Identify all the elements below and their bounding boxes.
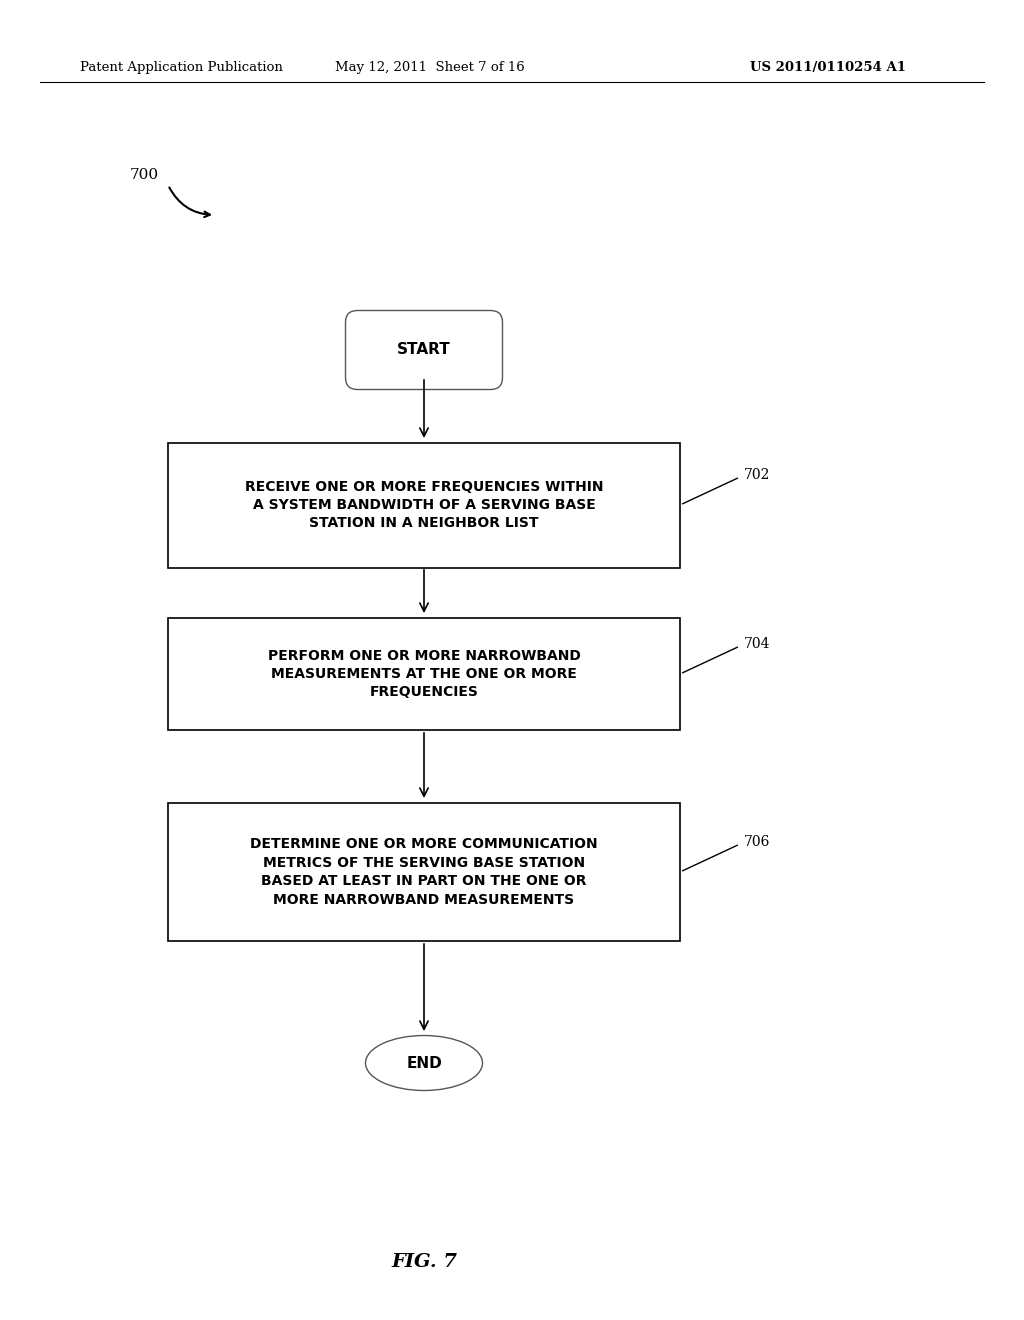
Text: 700: 700: [130, 168, 159, 182]
FancyBboxPatch shape: [168, 618, 680, 730]
Text: START: START: [397, 342, 451, 358]
Text: END: END: [407, 1056, 442, 1071]
Text: May 12, 2011  Sheet 7 of 16: May 12, 2011 Sheet 7 of 16: [335, 62, 525, 74]
Text: RECEIVE ONE OR MORE FREQUENCIES WITHIN
A SYSTEM BANDWIDTH OF A SERVING BASE
STAT: RECEIVE ONE OR MORE FREQUENCIES WITHIN A…: [245, 479, 603, 531]
Text: FIG. 7: FIG. 7: [391, 1253, 457, 1271]
FancyBboxPatch shape: [168, 803, 680, 941]
Text: PERFORM ONE OR MORE NARROWBAND
MEASUREMENTS AT THE ONE OR MORE
FREQUENCIES: PERFORM ONE OR MORE NARROWBAND MEASUREME…: [267, 648, 581, 700]
Text: US 2011/0110254 A1: US 2011/0110254 A1: [750, 62, 906, 74]
Text: 706: 706: [744, 836, 770, 849]
Text: Patent Application Publication: Patent Application Publication: [80, 62, 283, 74]
Text: 704: 704: [744, 638, 770, 651]
Text: DETERMINE ONE OR MORE COMMUNICATION
METRICS OF THE SERVING BASE STATION
BASED AT: DETERMINE ONE OR MORE COMMUNICATION METR…: [250, 837, 598, 907]
FancyBboxPatch shape: [345, 310, 503, 389]
FancyBboxPatch shape: [168, 442, 680, 568]
Ellipse shape: [366, 1035, 482, 1090]
Text: 702: 702: [744, 469, 770, 482]
